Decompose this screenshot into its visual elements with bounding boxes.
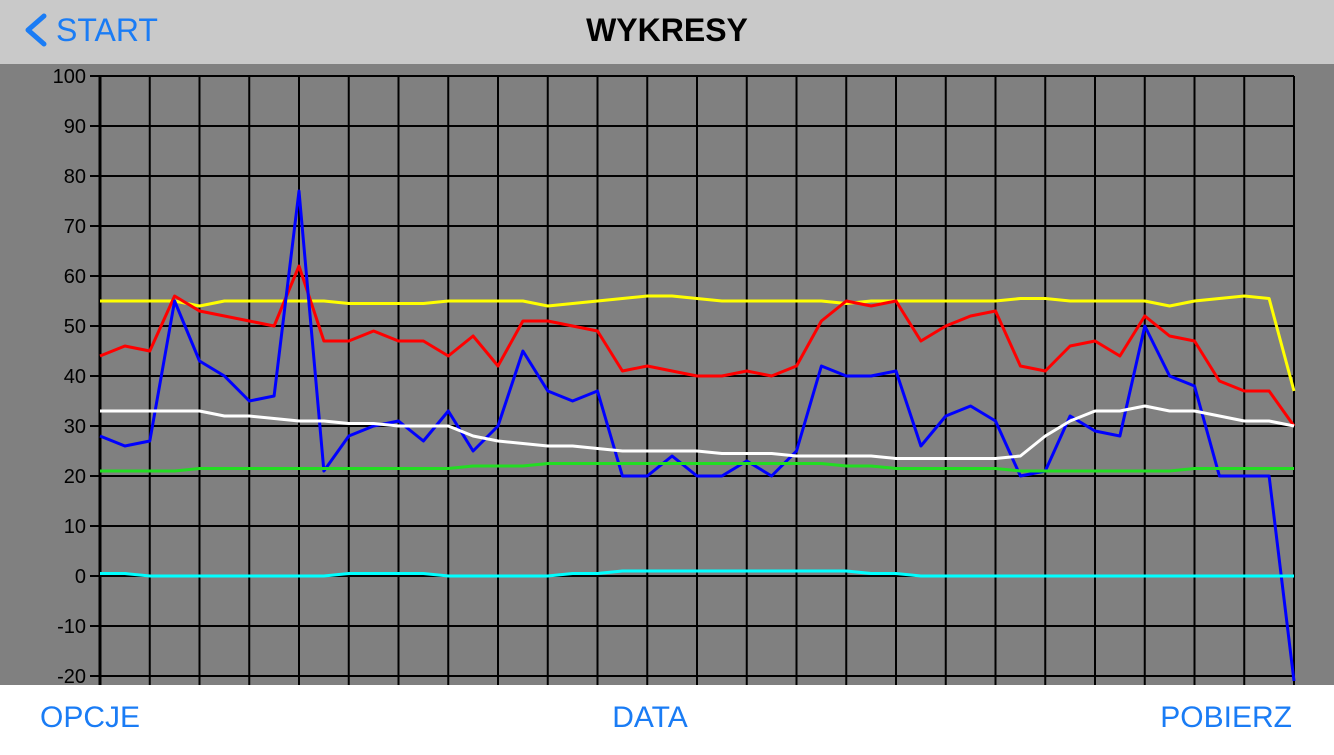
data-line (100, 462, 1294, 473)
data-line (99, 189, 1296, 682)
y-tick-label: 60 (64, 266, 86, 288)
data-line (100, 569, 1294, 578)
y-tick-label: 30 (64, 416, 86, 438)
y-tick-label: 70 (64, 216, 86, 238)
y-tick-label: -10 (57, 616, 86, 638)
y-tick-label: 80 (64, 166, 86, 188)
nav-bar (0, 0, 1334, 64)
y-tick-label: -20 (57, 666, 86, 688)
options-button[interactable]: OPCJE (40, 701, 140, 734)
back-chevron[interactable] (25, 13, 47, 47)
y-tick-label: 0 (75, 566, 86, 588)
y-tick-label: 100 (53, 66, 86, 88)
data-line (100, 294, 1296, 392)
back-button[interactable]: START (56, 12, 158, 48)
plot: -20 -10 0 10 20 30 40 50 60 70 80 90 100 (53, 66, 1296, 688)
y-tick-label: 10 (64, 516, 86, 538)
y-tick-label: 40 (64, 366, 86, 388)
date-button[interactable]: DATA (612, 701, 688, 734)
y-tick-label: 20 (64, 466, 86, 488)
data-line (100, 404, 1295, 460)
nav-title: WYKRESY (586, 12, 748, 48)
y-tick-label: 90 (64, 116, 86, 138)
download-button[interactable]: POBIERZ (1160, 701, 1292, 734)
y-tick-label: 50 (64, 316, 86, 338)
data-line (99, 264, 1296, 427)
